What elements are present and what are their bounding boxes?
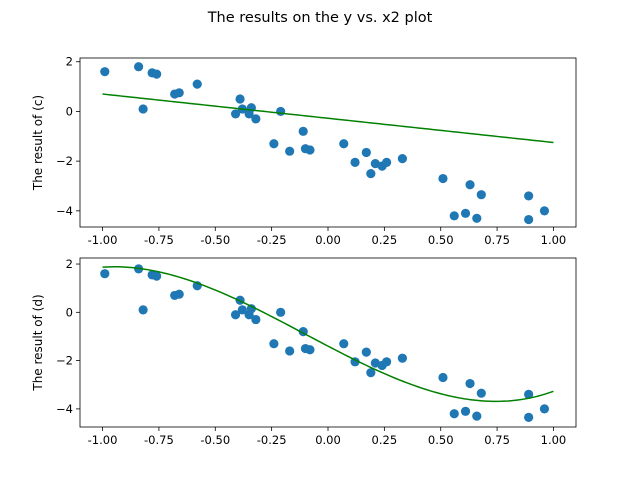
x-tick-label: 0.25 (372, 233, 398, 247)
scatter-point (134, 62, 144, 72)
x-tick-label: 0.25 (372, 433, 398, 447)
scatter-point (350, 157, 360, 167)
scatter-point (476, 190, 486, 200)
x-tick-label: 0.75 (484, 233, 510, 247)
scatter-point (460, 406, 471, 416)
fit-line (102, 93, 554, 144)
scatter-point (138, 104, 148, 114)
scatter-series (100, 264, 550, 422)
scatter-series (100, 62, 550, 225)
scatter-point (524, 191, 534, 201)
x-tick-label: -0.50 (200, 433, 230, 447)
x-tick-label: -0.75 (144, 433, 174, 447)
scatter-point (524, 214, 534, 225)
x-tick-label: 1.00 (541, 433, 567, 447)
y-tick-label: −2 (56, 154, 73, 168)
scatter-point (524, 412, 534, 422)
y-tick-label: 2 (66, 257, 73, 271)
scatter-point (460, 208, 471, 218)
scatter-point (438, 372, 448, 383)
scatter-point (230, 310, 241, 320)
scatter-point (382, 357, 392, 367)
y-axis-label: The result of (c) (31, 95, 45, 191)
scatter-point (152, 271, 162, 281)
scatter-point (539, 206, 550, 216)
scatter-point (285, 346, 295, 356)
scatter-point (339, 139, 349, 149)
x-tick-label: -0.25 (257, 233, 287, 247)
scatter-point (472, 411, 482, 421)
scatter-point (361, 147, 371, 158)
scatter-point (539, 404, 550, 414)
scatter-point (305, 145, 315, 155)
x-tick-label: -1.00 (88, 433, 118, 447)
scatter-point (305, 345, 315, 355)
scatter-point (397, 154, 407, 164)
y-tick-label: 0 (66, 104, 73, 118)
y-tick-label: −2 (56, 354, 73, 368)
x-tick-label: 0.50 (428, 233, 454, 247)
figure-title: The results on the y vs. x2 plot (207, 10, 433, 26)
scatter-point (382, 157, 392, 167)
scatter-point (230, 109, 241, 119)
x-tick-label: -1.00 (88, 233, 118, 247)
scatter-point (100, 269, 110, 279)
subplot-bottom: -1.00 -0.75 -0.50 -0.25 0.00 0.25 0.50 0.75 1.00… (31, 257, 577, 447)
scatter-point (397, 353, 407, 363)
scatter-point (449, 211, 459, 221)
scatter-point (366, 168, 376, 179)
y-tick-label: −4 (56, 402, 73, 416)
scatter-point (298, 126, 308, 136)
x-tick-label: 1.00 (541, 233, 567, 247)
scatter-point (251, 314, 261, 325)
scatter-point (152, 69, 162, 79)
x-tick-label: -0.75 (144, 233, 174, 247)
scatter-point (476, 388, 486, 398)
scatter-point (269, 339, 279, 349)
scatter-point (174, 289, 184, 299)
scatter-point (237, 305, 247, 315)
y-tick-label: 0 (66, 305, 73, 319)
y-axis-label: The result of (d) (31, 294, 45, 391)
scatter-point (100, 67, 110, 77)
scatter-point (276, 106, 286, 117)
scatter-point (285, 146, 295, 156)
y-tick-label: 2 (66, 55, 73, 69)
scatter-point (235, 94, 245, 104)
x-tick-label: 0.00 (315, 233, 341, 247)
scatter-point (524, 389, 534, 400)
scatter-point (269, 139, 279, 149)
scatter-point (138, 305, 148, 315)
scatter-point (465, 180, 475, 190)
scatter-point (472, 213, 482, 223)
scatter-point (339, 339, 349, 349)
x-tick-label: -0.50 (200, 233, 230, 247)
x-tick-label: 0.50 (428, 433, 454, 447)
x-tick-label: 0.00 (315, 433, 341, 447)
fit-line (102, 266, 554, 403)
scatter-point (174, 88, 184, 98)
scatter-point (438, 173, 448, 184)
scatter-point (465, 378, 475, 389)
y-tick-label: −4 (56, 204, 73, 218)
scatter-point (276, 307, 286, 317)
x-tick-label: 0.75 (484, 433, 510, 447)
subplot-top: -1.00 -0.75 -0.50 -0.25 0.00 0.25 0.50 0.75 1.00… (31, 55, 577, 247)
scatter-point (251, 114, 261, 124)
x-tick-label: -0.25 (257, 433, 287, 447)
scatter-point (366, 368, 376, 378)
scatter-point (449, 409, 459, 419)
scatter-point (361, 347, 371, 357)
scatter-point (192, 79, 202, 89)
scatter-point (246, 304, 256, 314)
